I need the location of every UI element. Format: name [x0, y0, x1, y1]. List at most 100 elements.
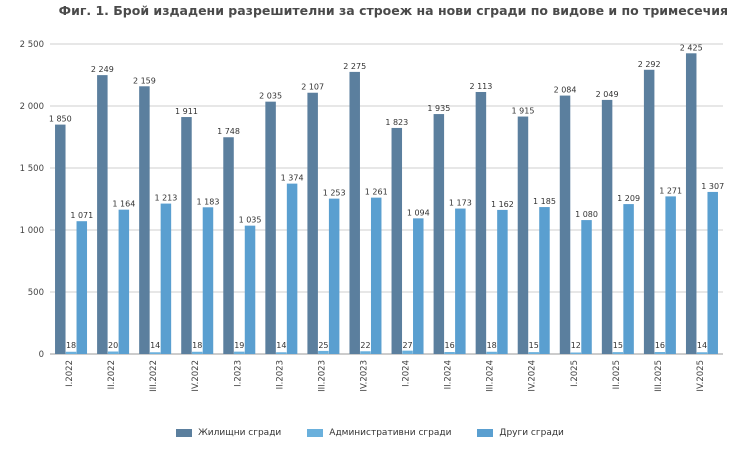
data-label: 2 049 — [596, 90, 619, 99]
data-label: 1 213 — [154, 194, 177, 203]
bar-administrative — [612, 352, 624, 354]
data-label: 1 850 — [49, 115, 72, 124]
y-tick-label: 2 000 — [20, 102, 44, 112]
data-label: 1 209 — [617, 194, 640, 203]
data-label: 27 — [402, 341, 412, 350]
bar-residential — [685, 53, 697, 355]
y-axis-ticks: 0 500 1 000 1 500 2 000 2 500 — [20, 40, 44, 360]
x-tick-label: I.2022 — [65, 360, 75, 387]
bar-administrative — [654, 352, 666, 354]
x-tick-label: I.2025 — [570, 360, 580, 387]
data-label: 2 249 — [91, 65, 114, 74]
bar-other — [497, 209, 508, 354]
legend-swatch-other — [477, 429, 494, 437]
data-label: 2 292 — [638, 60, 661, 69]
bar-residential — [55, 124, 66, 354]
bar-other — [328, 198, 340, 354]
x-tick-label: IV.2022 — [191, 360, 201, 392]
data-label: 16 — [445, 341, 455, 350]
y-tick-label: 500 — [28, 288, 44, 298]
data-label: 1 253 — [323, 189, 346, 198]
data-label: 1 080 — [575, 210, 598, 219]
data-label: 15 — [613, 341, 623, 350]
data-label: 1 374 — [281, 174, 304, 183]
x-tick-label: IV.2023 — [359, 360, 369, 392]
data-label: 1 094 — [407, 208, 430, 217]
bar-other — [539, 207, 550, 354]
bars — [55, 53, 718, 355]
data-label: 12 — [571, 341, 581, 350]
bar-other — [286, 183, 298, 354]
bar-administrative — [402, 350, 413, 354]
bar-residential — [643, 69, 655, 355]
bar-other — [370, 197, 382, 354]
data-label: 1 164 — [112, 200, 135, 209]
bar-other — [455, 208, 466, 354]
x-tick-label: I.2023 — [233, 360, 243, 387]
x-tick-label: II.2025 — [612, 360, 622, 389]
data-label: 25 — [318, 341, 328, 350]
legend-swatch-residential — [176, 429, 193, 437]
bar-residential — [181, 117, 192, 354]
data-label: 2 159 — [133, 76, 156, 85]
data-label: 2 035 — [259, 92, 282, 101]
bar-administrative — [276, 352, 287, 354]
bar-residential — [307, 92, 318, 355]
bar-residential — [433, 114, 445, 354]
data-label: 15 — [529, 341, 539, 350]
bar-residential — [517, 116, 529, 354]
bar-residential — [475, 91, 487, 354]
bar-other — [413, 218, 424, 354]
data-labels: 1 850 18 1 071 2 249 20 1 164 2 159 14 1 213 1 91… — [49, 43, 724, 350]
legend-item-residential: Жилищни сгради — [176, 428, 281, 438]
bar-residential — [139, 86, 150, 354]
bar-residential — [391, 127, 403, 354]
bar-residential — [559, 95, 571, 355]
bar-administrative — [444, 352, 455, 354]
x-tick-label: III.2025 — [654, 360, 664, 392]
x-tick-label: II.2024 — [444, 360, 454, 389]
x-tick-label: II.2023 — [275, 360, 285, 389]
data-label: 19 — [234, 341, 244, 350]
bar-other — [118, 209, 130, 354]
data-label: 1 823 — [385, 118, 408, 127]
legend-swatch-administrative — [307, 429, 324, 437]
data-label: 20 — [108, 341, 118, 350]
data-label: 2 107 — [301, 83, 324, 92]
data-label: 22 — [360, 341, 370, 350]
bar-other — [202, 207, 214, 354]
x-tick-label: I.2024 — [402, 360, 412, 387]
data-label: 1 173 — [449, 199, 472, 208]
bar-residential — [223, 137, 234, 354]
data-label: 1 915 — [512, 107, 535, 116]
bar-administrative — [570, 352, 582, 354]
bar-residential — [601, 99, 613, 354]
bar-administrative — [107, 351, 119, 354]
y-tick-label: 2 500 — [20, 40, 44, 50]
bar-administrative — [191, 351, 203, 354]
bar-administrative — [149, 352, 161, 354]
legend-label-administrative: Административни сгради — [329, 428, 452, 438]
bar-administrative — [234, 351, 245, 354]
data-label: 1 261 — [365, 188, 388, 197]
bar-administrative — [696, 352, 708, 354]
data-label: 1 071 — [70, 211, 93, 220]
bar-residential — [265, 101, 276, 354]
legend-label-residential: Жилищни сгради — [198, 428, 282, 438]
bar-other — [76, 221, 88, 354]
bar-residential — [97, 75, 108, 355]
data-label: 1 035 — [239, 216, 262, 225]
bar-other — [707, 191, 718, 354]
data-label: 1 307 — [701, 182, 724, 191]
data-label: 14 — [276, 341, 286, 350]
data-label: 1 935 — [427, 104, 450, 113]
data-label: 1 911 — [175, 107, 198, 116]
data-label: 1 162 — [491, 200, 514, 209]
bar-administrative — [486, 351, 497, 354]
data-label: 2 113 — [469, 82, 492, 91]
bar-administrative — [528, 352, 539, 354]
bar-administrative — [65, 351, 77, 354]
y-tick-label: 1 000 — [20, 226, 44, 236]
bar-other — [160, 203, 172, 354]
